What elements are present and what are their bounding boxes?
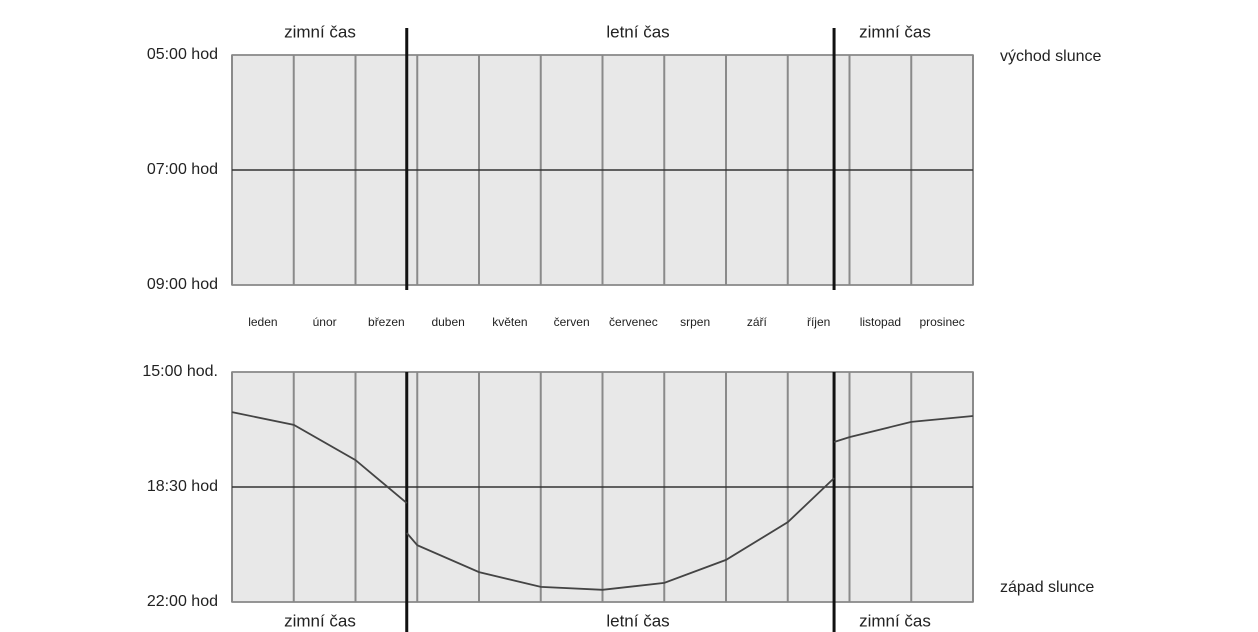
y-tick-label: 09:00 hod bbox=[147, 276, 218, 293]
side-label: východ slunce bbox=[1000, 48, 1101, 65]
annotation: zimní čas bbox=[284, 22, 356, 41]
month-label: duben bbox=[431, 315, 464, 329]
side-label: západ slunce bbox=[1000, 579, 1094, 596]
y-tick-label: 18:30 hod bbox=[147, 478, 218, 495]
month-label: září bbox=[747, 315, 768, 329]
month-label: červenec bbox=[609, 315, 658, 329]
month-label: prosinec bbox=[919, 315, 964, 329]
annotation: letní čas bbox=[606, 22, 669, 41]
month-label: říjen bbox=[807, 315, 830, 329]
month-label: únor bbox=[313, 315, 337, 329]
month-label: srpen bbox=[680, 315, 710, 329]
sunset-curve bbox=[231, 411, 974, 591]
month-label: březen bbox=[368, 315, 405, 329]
annotation: zimní čas bbox=[859, 22, 931, 41]
month-label: leden bbox=[248, 315, 277, 329]
y-tick-label: 15:00 hod. bbox=[142, 363, 218, 380]
y-tick-label: 22:00 hod bbox=[147, 593, 218, 610]
y-tick-label: 05:00 hod bbox=[147, 46, 218, 63]
y-tick-label: 07:00 hod bbox=[147, 161, 218, 178]
month-label: květen bbox=[492, 315, 527, 329]
annotation: zimní čas bbox=[859, 611, 931, 630]
annotation: zimní čas bbox=[284, 611, 356, 630]
month-label: červen bbox=[554, 315, 590, 329]
month-label: listopad bbox=[860, 315, 901, 329]
annotation: letní čas bbox=[606, 611, 669, 630]
